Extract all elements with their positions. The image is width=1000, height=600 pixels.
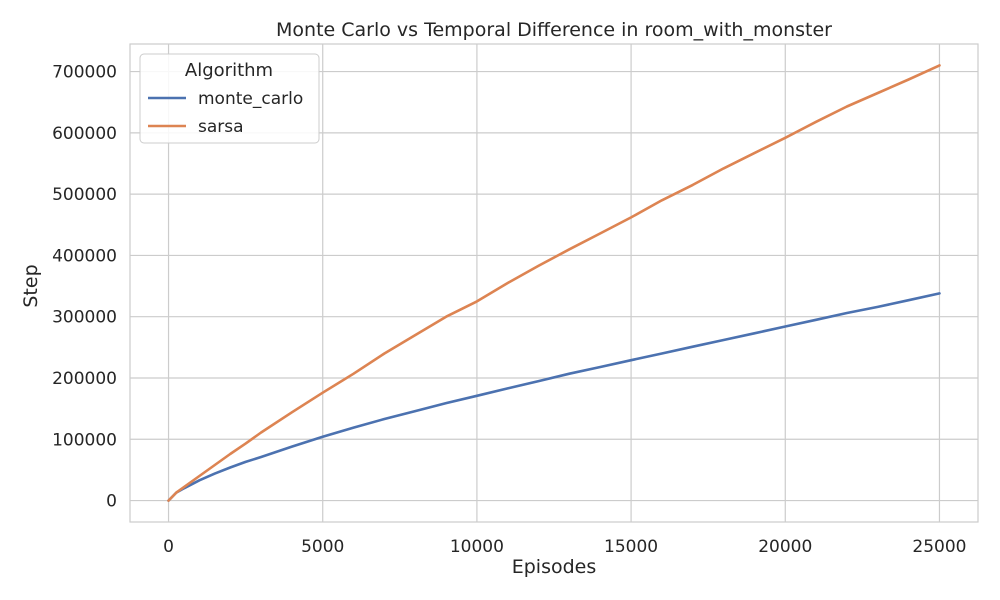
y-tick-label: 500000 <box>52 185 117 205</box>
legend-title: Algorithm <box>185 60 273 81</box>
x-tick-label: 5000 <box>301 537 344 557</box>
grid-lines <box>130 44 978 522</box>
y-tick-label: 400000 <box>52 246 117 266</box>
tick-labels: 0 5000 10000 15000 20000 25000 0 100000 200000 30… <box>52 63 966 557</box>
legend-label-monte-carlo: monte_carlo <box>198 89 303 109</box>
y-tick-label: 200000 <box>52 369 117 389</box>
y-tick-label: 700000 <box>52 63 117 83</box>
series-line-sarsa <box>167 64 941 502</box>
x-axis-label: Episodes <box>512 556 597 578</box>
y-tick-label: 300000 <box>52 308 117 328</box>
plot-frame <box>129 43 979 523</box>
x-tick-label: 15000 <box>604 537 658 557</box>
x-tick-label: 20000 <box>758 537 812 557</box>
legend: Algorithm monte_carlo sarsa <box>139 53 320 144</box>
legend-label-sarsa: sarsa <box>198 117 244 137</box>
x-tick-label: 10000 <box>450 537 504 557</box>
series-line-monte-carlo <box>167 292 941 502</box>
y-tick-label: 0 <box>106 492 117 512</box>
x-tick-label: 25000 <box>912 537 966 557</box>
legend-box <box>139 53 320 144</box>
x-tick-label: 0 <box>163 537 174 557</box>
series-lines <box>167 64 941 502</box>
y-tick-label: 600000 <box>52 124 117 144</box>
y-tick-label: 100000 <box>52 430 117 450</box>
y-axis-label: Step <box>20 264 42 307</box>
chart-title: Monte Carlo vs Temporal Difference in ro… <box>276 19 832 41</box>
